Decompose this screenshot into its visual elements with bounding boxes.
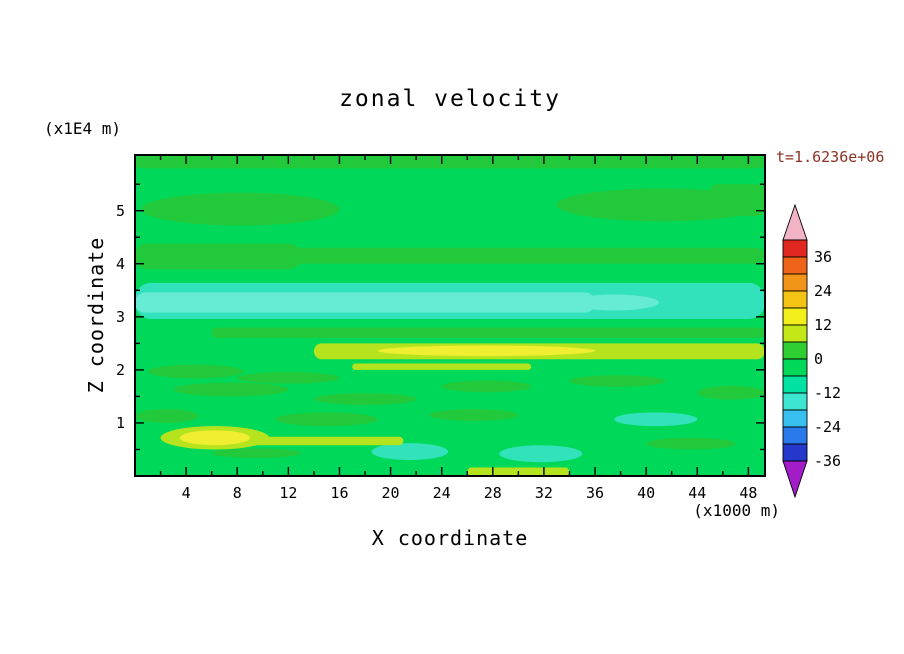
contour-region: [179, 430, 251, 446]
contour-field: [135, 155, 765, 476]
colorbar-segment: [782, 443, 808, 462]
contour-region: [147, 364, 244, 379]
contour-region: [352, 363, 532, 370]
colorbar: [782, 203, 808, 499]
colorbar-segment: [782, 290, 808, 309]
colorbar-label: 0: [814, 350, 824, 368]
x-tick-label: 40: [637, 484, 656, 502]
y-tick-label: 1: [115, 413, 125, 432]
contour-region: [371, 443, 449, 461]
colorbar-segment: [782, 239, 808, 258]
y-tick-label: 3: [115, 307, 125, 326]
contour-region: [697, 385, 765, 400]
colorbar-label: -24: [814, 418, 842, 436]
contour-region: [313, 393, 417, 405]
contour-region: [614, 412, 698, 427]
x-tick-label: 28: [483, 484, 502, 502]
contour-region: [211, 327, 765, 339]
colorbar-label: 36: [814, 248, 833, 266]
colorbar-label: 12: [814, 316, 833, 334]
contour-region: [141, 192, 340, 226]
colorbar-label: -36: [814, 452, 842, 470]
colorbar-segment: [782, 307, 808, 326]
x-tick-label: 20: [381, 484, 400, 502]
y-tick-label: 4: [115, 254, 125, 273]
contour-region: [135, 409, 199, 423]
plot-frame: [134, 154, 766, 477]
colorbar-segment: [782, 392, 808, 411]
colorbar-arrow-bottom: [782, 460, 808, 499]
contour-region: [211, 448, 302, 458]
contour-region: [135, 292, 596, 313]
colorbar-segment: [782, 324, 808, 343]
contour-region: [569, 294, 659, 311]
contour-region: [275, 412, 378, 427]
contour-region: [646, 437, 736, 450]
contour-region: [135, 243, 302, 270]
y-axis-unit: (x1E4 m): [44, 119, 122, 138]
x-tick-label: 48: [739, 484, 758, 502]
x-tick-label: 44: [688, 484, 707, 502]
colorbar-segment: [782, 341, 808, 360]
colorbar-segment: [782, 426, 808, 445]
x-tick-label: 36: [586, 484, 605, 502]
colorbar-segment: [782, 375, 808, 394]
contour-region: [173, 382, 289, 397]
colorbar-label: -12: [814, 384, 842, 402]
colorbar-segment: [782, 256, 808, 275]
chart-title: zonal velocity: [339, 86, 561, 112]
colorbar-segment: [782, 273, 808, 292]
x-axis-unit: (x1000 m): [693, 501, 780, 520]
y-tick-label: 5: [115, 201, 125, 220]
contour-region: [441, 380, 532, 393]
x-tick-label: 4: [181, 484, 191, 502]
contour-region: [135, 155, 765, 169]
colorbar-segment: [782, 358, 808, 377]
colorbar-label: 24: [814, 282, 833, 300]
contour-region: [428, 409, 519, 421]
x-tick-label: 24: [432, 484, 451, 502]
y-tick-label: 2: [115, 360, 125, 379]
contour-region: [237, 372, 340, 384]
x-tick-label: 16: [330, 484, 349, 502]
x-tick-label: 32: [534, 484, 553, 502]
contour-region: [499, 445, 583, 463]
contour-region: [569, 375, 666, 387]
x-axis-label: X coordinate: [371, 526, 529, 550]
x-tick-label: 12: [279, 484, 298, 502]
contour-region: [710, 184, 765, 217]
contour-region: [262, 247, 765, 264]
colorbar-segment: [782, 409, 808, 428]
x-tick-label: 8: [232, 484, 242, 502]
colorbar-arrow-top: [782, 203, 808, 241]
contour-region: [250, 436, 404, 446]
contour-region: [377, 345, 596, 357]
time-annotation: t=1.6236e+06: [776, 148, 885, 166]
